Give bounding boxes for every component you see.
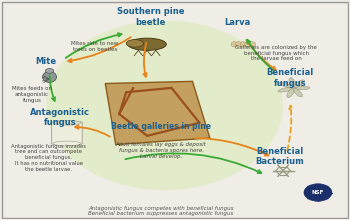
FancyArrowPatch shape [195, 138, 268, 156]
Ellipse shape [245, 42, 251, 47]
Ellipse shape [53, 120, 81, 125]
Text: Antagonistic
fungus: Antagonistic fungus [30, 108, 90, 127]
Ellipse shape [126, 40, 144, 47]
FancyArrowPatch shape [287, 106, 293, 150]
Text: Adult females lay eggs & deposit
fungus & bacteria spores here.
Larval develop.: Adult females lay eggs & deposit fungus … [116, 142, 206, 159]
Text: Beneficial
Bacterium: Beneficial Bacterium [255, 147, 304, 166]
FancyArrowPatch shape [68, 37, 131, 62]
Text: Antagonistic fungus competes with beneficial fungus
Beneficial bacterium suppres: Antagonistic fungus competes with benefi… [88, 206, 234, 216]
FancyArrowPatch shape [144, 43, 147, 77]
FancyArrowPatch shape [247, 40, 274, 71]
Ellipse shape [289, 78, 295, 87]
Text: Mites feeds on
antagonistic
fungus: Mites feeds on antagonistic fungus [12, 86, 52, 103]
Ellipse shape [293, 88, 302, 97]
FancyArrowPatch shape [75, 125, 110, 137]
Text: Mite: Mite [35, 57, 57, 66]
Ellipse shape [294, 80, 304, 88]
Ellipse shape [231, 42, 237, 47]
Text: Beneficial
fungus: Beneficial fungus [266, 68, 314, 88]
FancyBboxPatch shape [51, 122, 82, 144]
FancyArrowPatch shape [50, 75, 55, 101]
FancyArrowPatch shape [246, 40, 276, 70]
Ellipse shape [45, 68, 54, 73]
Ellipse shape [128, 38, 166, 50]
Ellipse shape [295, 86, 310, 90]
Ellipse shape [278, 87, 293, 92]
Text: Southern pine
beetle: Southern pine beetle [117, 7, 184, 27]
Ellipse shape [279, 82, 293, 88]
Text: Galleries are colonized by the
beneficial fungus which
the larvae feed on: Galleries are colonized by the beneficia… [235, 45, 317, 61]
Ellipse shape [249, 42, 256, 47]
FancyArrowPatch shape [66, 33, 121, 58]
FancyArrowPatch shape [125, 153, 261, 173]
Text: NSF: NSF [312, 190, 324, 195]
Text: Beetle galleries in pine: Beetle galleries in pine [111, 123, 211, 132]
Ellipse shape [236, 42, 242, 47]
Text: Larva: Larva [225, 18, 251, 27]
Text: Mites ride to new
trees on beetles: Mites ride to new trees on beetles [71, 41, 118, 52]
Text: Antagonistic fungus invades
tree and can outcompete
beneficial fungus.
It has no: Antagonistic fungus invades tree and can… [11, 143, 86, 172]
Polygon shape [105, 81, 210, 145]
Ellipse shape [43, 72, 56, 82]
Ellipse shape [287, 88, 294, 97]
Ellipse shape [53, 141, 81, 146]
Circle shape [304, 184, 332, 201]
Ellipse shape [46, 20, 283, 190]
Ellipse shape [240, 42, 246, 47]
